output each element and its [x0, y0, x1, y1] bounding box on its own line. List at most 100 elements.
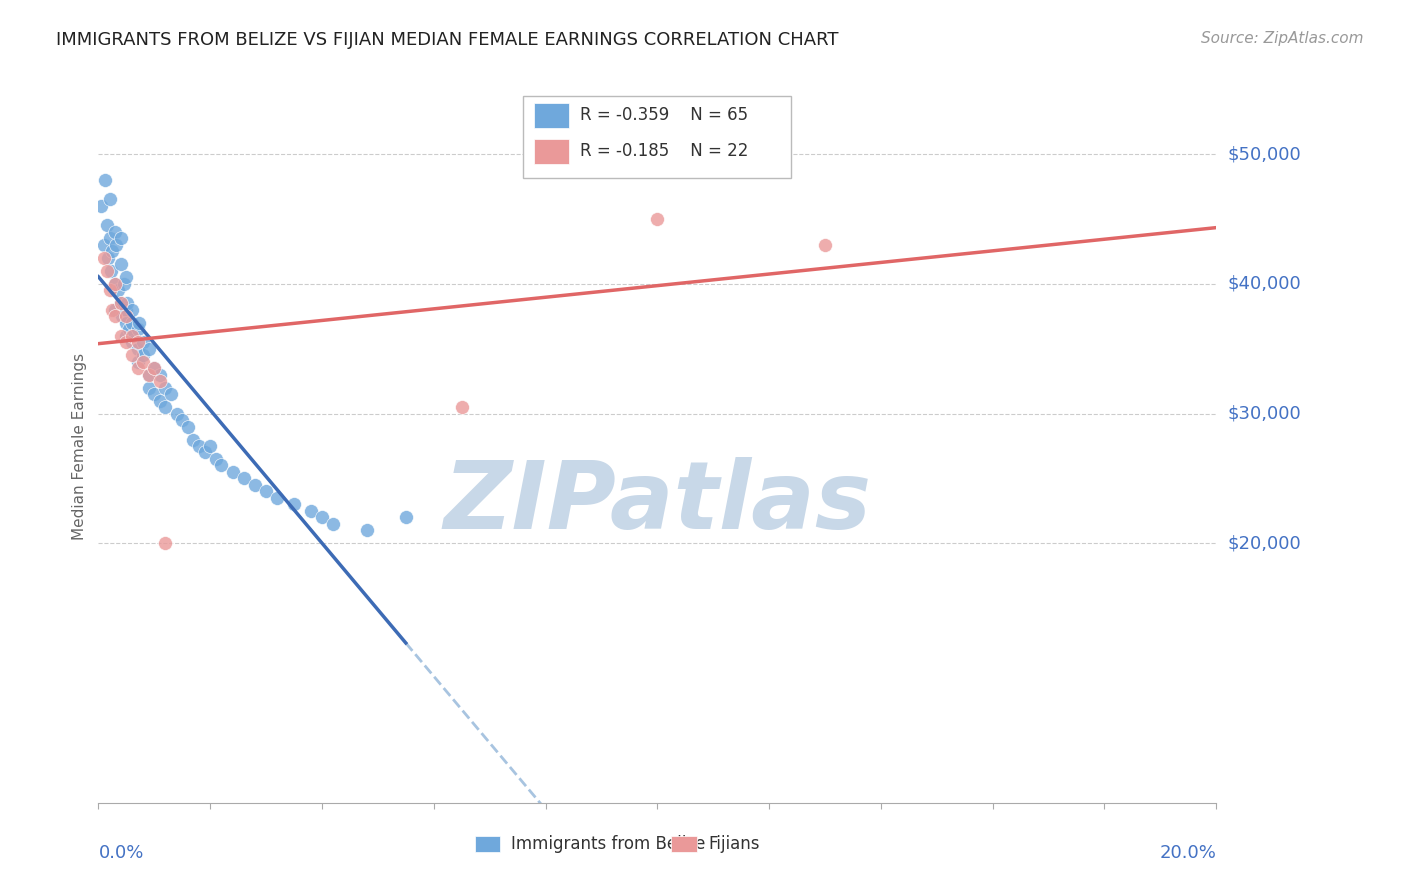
Point [118, 322, 141, 336]
Point [450, 400, 472, 414]
Point [814, 238, 837, 252]
Point [172, 413, 194, 427]
Text: ZIPatlas: ZIPatlas [443, 457, 872, 549]
Point [121, 302, 143, 317]
Point [111, 310, 134, 324]
Point [132, 335, 155, 350]
Point [104, 225, 127, 239]
Point [127, 335, 149, 350]
Point [98, 231, 121, 245]
Point [97, 251, 120, 265]
Point [143, 387, 166, 401]
Point [121, 316, 143, 330]
Point [104, 302, 127, 317]
Text: $20,000: $20,000 [1227, 534, 1301, 552]
Point [104, 277, 127, 291]
Point [160, 387, 183, 401]
Point [115, 335, 138, 350]
Point [395, 510, 418, 524]
Point [110, 296, 132, 310]
Point [243, 478, 266, 492]
Point [127, 361, 149, 376]
Point [121, 348, 143, 362]
Point [149, 393, 172, 408]
Text: $30,000: $30,000 [1227, 405, 1301, 423]
Point [138, 368, 160, 382]
Point [105, 238, 128, 252]
Text: Source: ZipAtlas.com: Source: ZipAtlas.com [1201, 31, 1364, 46]
Point [322, 516, 344, 531]
Point [204, 452, 226, 467]
Point [177, 419, 200, 434]
Text: 0.0%: 0.0% [98, 845, 143, 863]
Point [115, 316, 138, 330]
Point [121, 328, 143, 343]
Point [117, 296, 139, 310]
Point [299, 504, 322, 518]
Point [183, 433, 205, 447]
Point [115, 328, 138, 343]
Point [266, 491, 288, 505]
Point [98, 283, 121, 297]
Point [200, 439, 222, 453]
Point [100, 264, 122, 278]
Point [127, 322, 149, 336]
Text: Fijians: Fijians [709, 835, 759, 853]
Point [194, 445, 217, 459]
Point [90, 199, 112, 213]
Point [94, 173, 117, 187]
Point [96, 264, 118, 278]
Point [115, 302, 138, 317]
Point [647, 211, 669, 226]
Point [122, 328, 145, 343]
Point [104, 310, 127, 324]
Text: R = -0.359    N = 65: R = -0.359 N = 65 [579, 106, 748, 124]
Text: Immigrants from Belize: Immigrants from Belize [512, 835, 706, 853]
Point [104, 277, 127, 291]
Point [115, 310, 138, 324]
Point [155, 536, 177, 550]
Point [254, 484, 277, 499]
Point [143, 361, 166, 376]
Point [132, 348, 155, 362]
Point [93, 238, 115, 252]
Point [110, 231, 132, 245]
Point [121, 335, 143, 350]
Point [221, 465, 243, 479]
Y-axis label: Median Female Earnings: Median Female Earnings [72, 352, 87, 540]
Point [110, 257, 132, 271]
Point [149, 374, 172, 388]
Point [93, 251, 115, 265]
Point [166, 407, 188, 421]
Text: $40,000: $40,000 [1227, 275, 1301, 293]
Point [101, 302, 124, 317]
Point [283, 497, 305, 511]
Point [127, 354, 149, 368]
Point [356, 524, 378, 538]
Text: $50,000: $50,000 [1227, 145, 1301, 163]
Text: R = -0.185    N = 22: R = -0.185 N = 22 [579, 143, 748, 161]
Point [128, 316, 150, 330]
Point [110, 296, 132, 310]
Text: IMMIGRANTS FROM BELIZE VS FIJIAN MEDIAN FEMALE EARNINGS CORRELATION CHART: IMMIGRANTS FROM BELIZE VS FIJIAN MEDIAN … [56, 31, 839, 49]
Point [138, 342, 160, 356]
Point [209, 458, 232, 473]
Point [115, 270, 138, 285]
Point [132, 354, 155, 368]
Text: 20.0%: 20.0% [1160, 845, 1216, 863]
Point [149, 368, 172, 382]
Point [96, 219, 118, 233]
Point [112, 277, 135, 291]
Point [155, 381, 177, 395]
Point [107, 283, 129, 297]
Point [143, 361, 166, 376]
Point [188, 439, 211, 453]
Point [311, 510, 333, 524]
Point [110, 328, 132, 343]
Point [98, 193, 121, 207]
Point [127, 342, 149, 356]
Point [232, 471, 254, 485]
Point [101, 244, 124, 259]
Point [155, 400, 177, 414]
Point [138, 381, 160, 395]
